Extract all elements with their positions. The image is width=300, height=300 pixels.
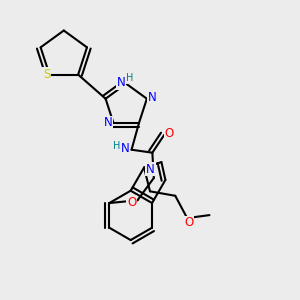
Text: N: N: [148, 91, 157, 104]
Text: O: O: [184, 216, 193, 229]
Text: N: N: [104, 116, 112, 130]
Text: H: H: [113, 141, 120, 151]
Text: N: N: [116, 76, 125, 89]
Text: H: H: [126, 74, 134, 83]
Text: N: N: [146, 163, 155, 176]
Text: O: O: [164, 127, 174, 140]
Text: N: N: [121, 142, 129, 155]
Text: O: O: [127, 196, 136, 208]
Text: S: S: [43, 68, 50, 81]
